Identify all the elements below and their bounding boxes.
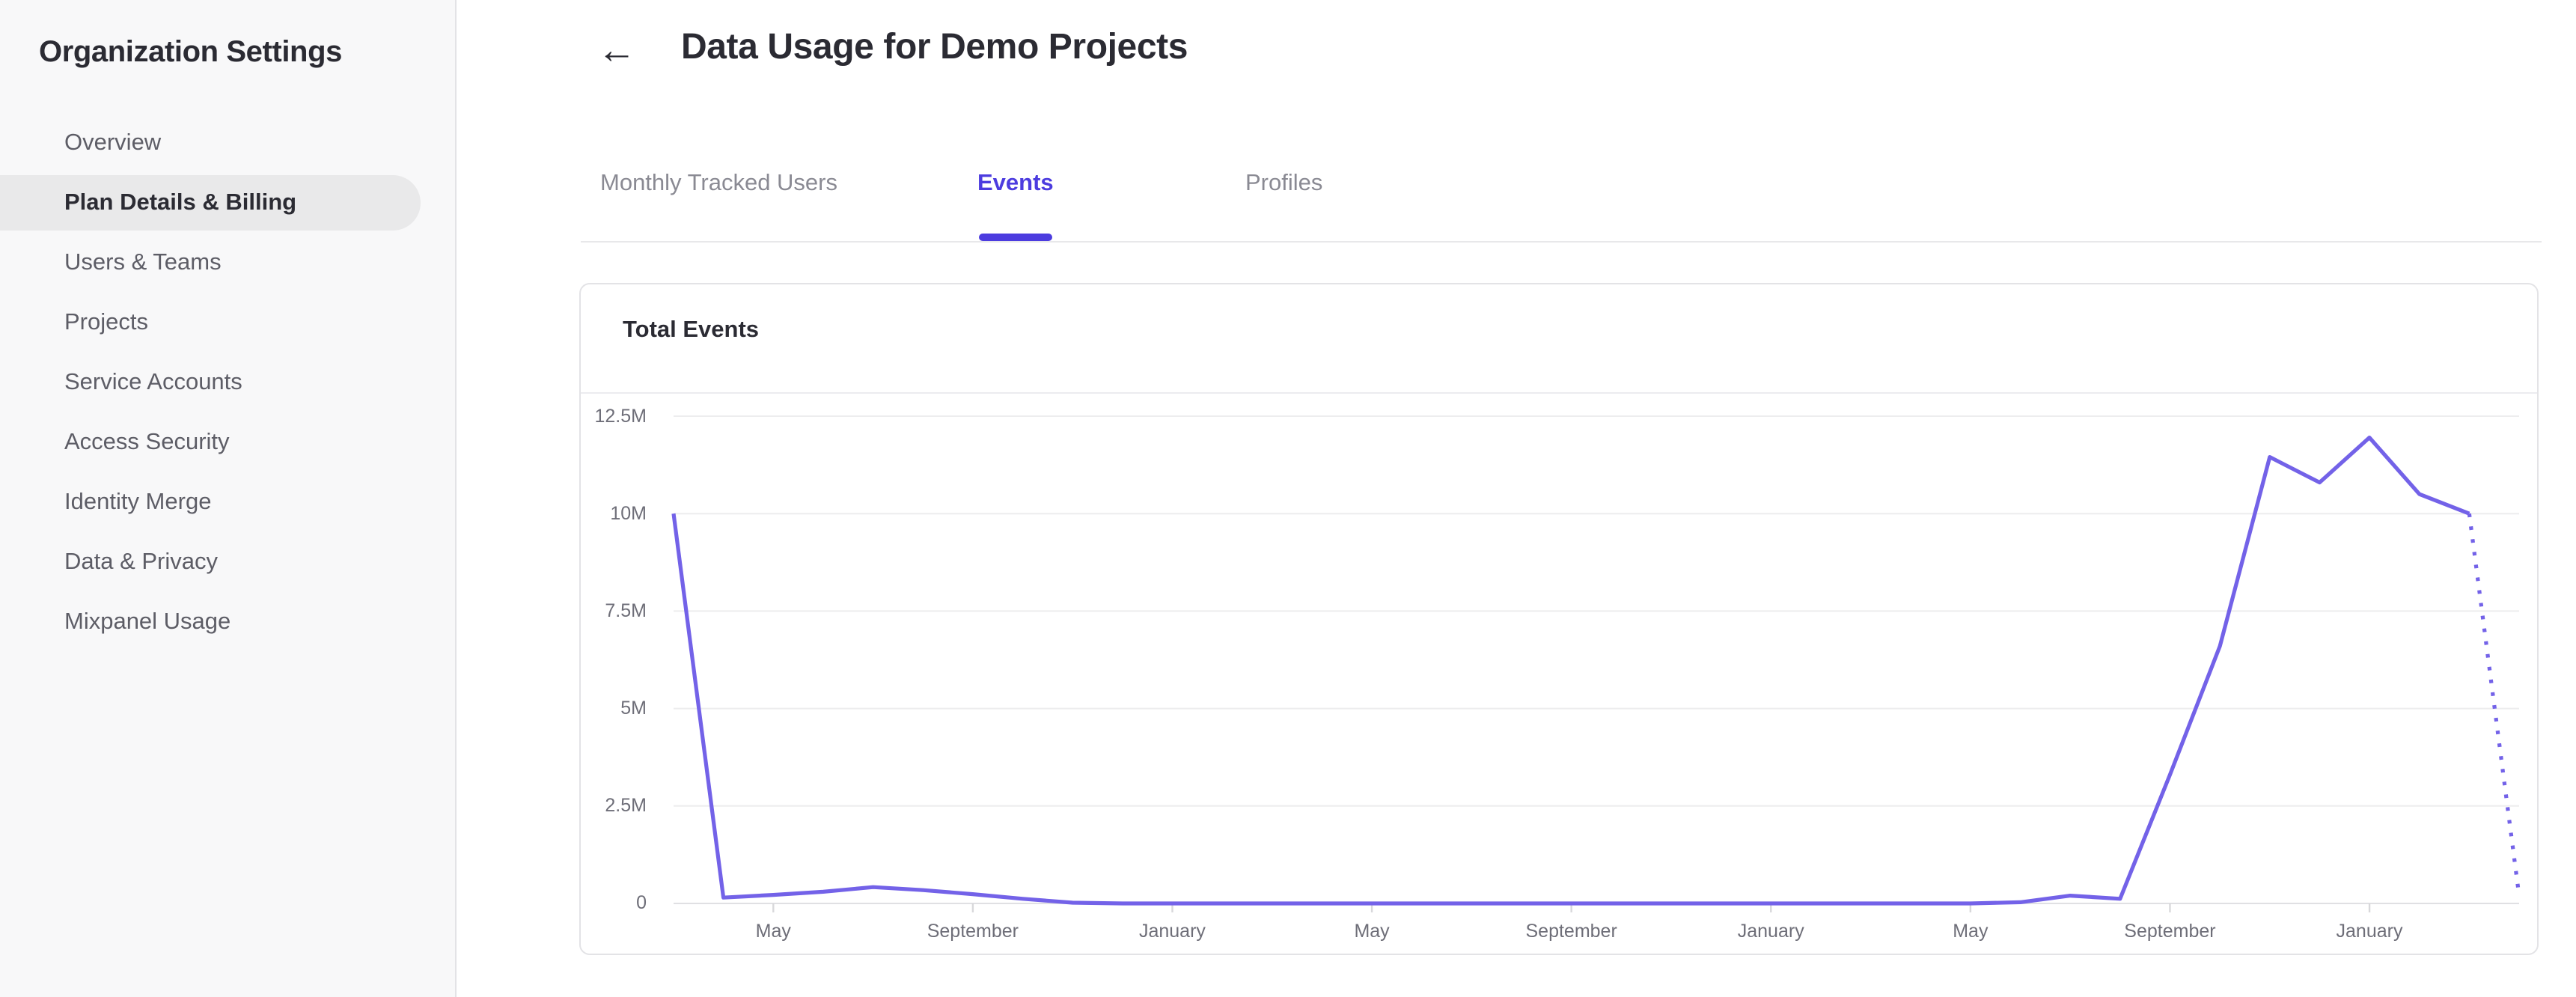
tab-monthly-tracked-users[interactable]: Monthly Tracked Users — [600, 171, 837, 196]
card-header-divider — [581, 392, 2537, 394]
sidebar-nav: Overview Plan Details & Billing Users & Te… — [0, 111, 455, 654]
x-axis-tick-label: September — [927, 921, 1019, 942]
chart-title: Total Events — [623, 317, 760, 343]
sidebar-title: Organization Settings — [39, 36, 342, 69]
tab-profiles[interactable]: Profiles — [1245, 171, 1323, 196]
tab-bar-divider — [581, 240, 2542, 243]
page-title: Data Usage for Demo Projects — [681, 27, 1188, 67]
y-axis-tick-label: 12.5M — [594, 405, 647, 426]
x-axis-tick-label: May — [1953, 921, 1989, 942]
sidebar-item[interactable]: Access Security — [64, 430, 230, 455]
x-axis-tick-label: May — [1354, 921, 1390, 942]
total-events-card: Total Events 12.5M 10M 7.5M 5M 2.5M 0 May Sept… — [579, 283, 2539, 955]
back-button[interactable]: ← — [591, 25, 642, 76]
y-axis-tick-label: 0 — [636, 892, 647, 913]
sidebar-item[interactable]: Identity Merge — [64, 490, 212, 515]
sidebar-item[interactable]: Overview — [64, 130, 162, 156]
x-axis-tick-label: September — [2124, 921, 2216, 942]
total-events-series-line — [671, 435, 2470, 905]
sidebar-item[interactable]: Plan Details & Billing — [0, 175, 421, 231]
y-axis-tick-label: 10M — [610, 502, 647, 524]
sidebar-item[interactable]: Service Accounts — [64, 370, 242, 395]
back-arrow-icon: ← — [597, 27, 636, 72]
tab-events[interactable]: Events — [977, 171, 1054, 196]
y-axis-tick-label: 7.5M — [605, 600, 647, 621]
y-axis-tick-label: 2.5M — [605, 794, 647, 816]
x-axis-tick-label: September — [1525, 921, 1617, 942]
x-axis-tick-label: January — [2336, 921, 2403, 942]
active-tab-indicator — [979, 234, 1052, 240]
sidebar-item[interactable]: Data & Privacy — [64, 549, 219, 575]
sidebar-item[interactable]: Projects — [64, 310, 148, 335]
y-axis-tick-label: 5M — [620, 697, 647, 719]
projected-series-segment-dotted — [2467, 512, 2521, 895]
sidebar-item[interactable]: Users & Teams — [64, 250, 222, 275]
sidebar: Organization Settings Overview Plan Detai… — [0, 0, 457, 997]
x-axis-tick-label: May — [755, 921, 791, 942]
x-axis-tick-label: January — [1737, 921, 1804, 942]
x-axis-tick-label: January — [1138, 921, 1206, 942]
sidebar-item[interactable]: Mixpanel Usage — [64, 609, 231, 635]
events-line-chart[interactable] — [671, 415, 2521, 912]
